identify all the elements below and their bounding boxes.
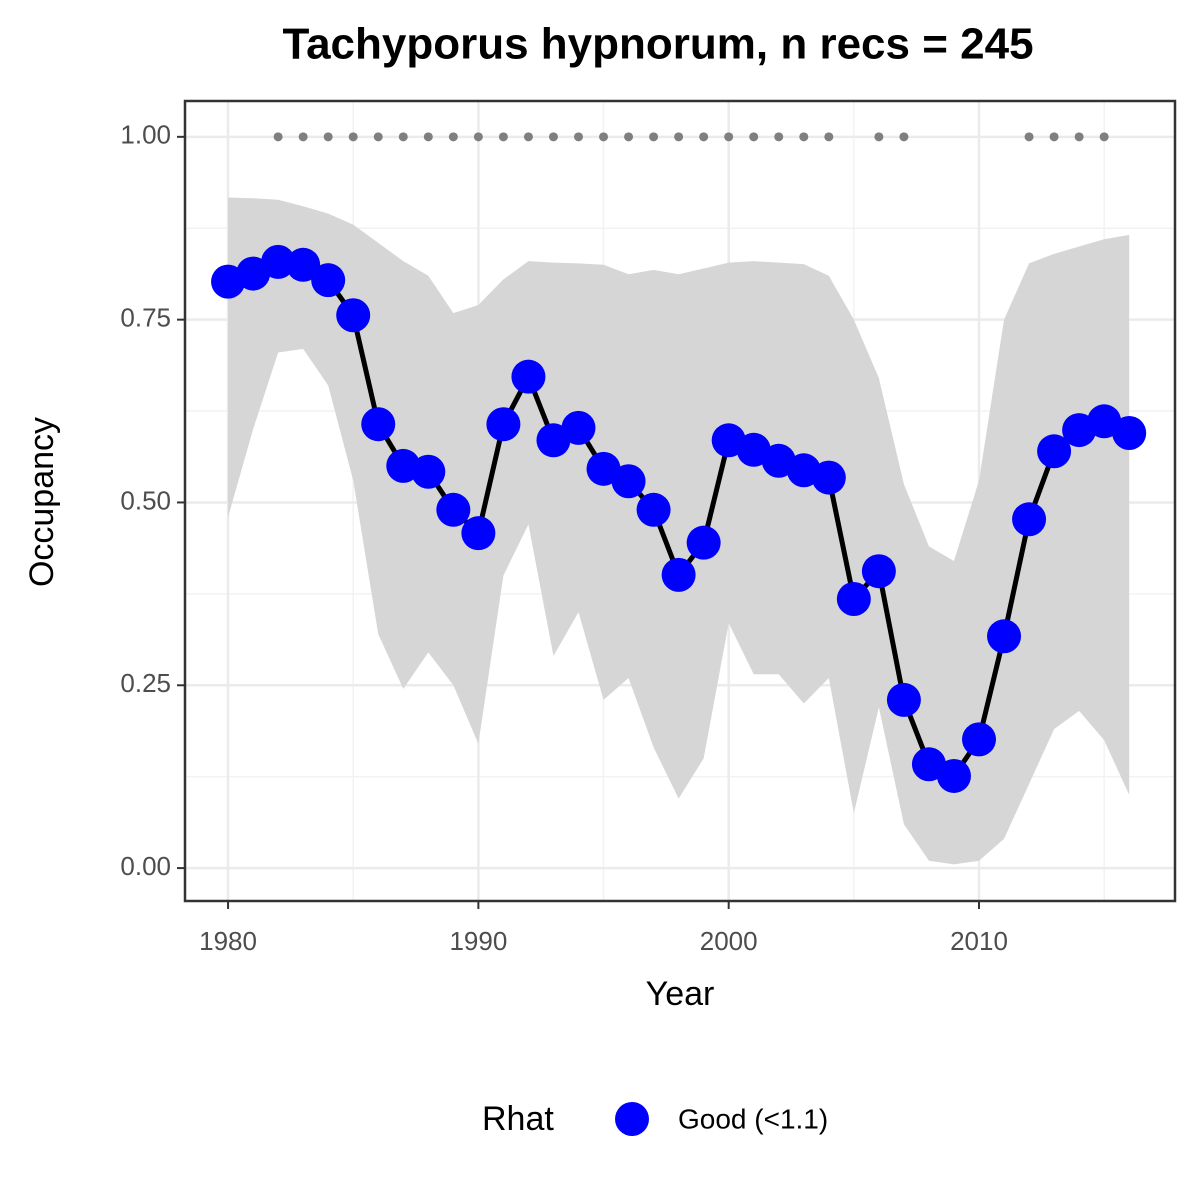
data-point [1112, 415, 1147, 450]
record-dot [1099, 132, 1109, 142]
y-tick-label: 0.75 [120, 303, 171, 333]
data-point [486, 407, 521, 442]
legend-label: Good (<1.1) [678, 1103, 828, 1134]
data-point [962, 722, 997, 757]
data-point [411, 454, 446, 489]
data-point [636, 492, 671, 527]
record-dot [473, 132, 483, 142]
record-dot [799, 132, 809, 142]
data-point [286, 247, 321, 282]
data-point [436, 492, 471, 527]
data-point [886, 682, 921, 717]
record-dot [599, 132, 609, 142]
x-tick-label: 2000 [700, 926, 758, 956]
panel-border [183, 99, 1177, 903]
data-point [987, 619, 1022, 654]
record-dot [1074, 132, 1084, 142]
record-dot [398, 132, 408, 142]
legend-marker [615, 1102, 649, 1136]
x-tick-label: 1990 [449, 926, 507, 956]
y-axis-title: Occupancy [23, 417, 61, 587]
data-point [336, 298, 371, 333]
data-point [811, 460, 846, 495]
data-point [611, 464, 646, 499]
y-tick-label: 0.00 [120, 851, 171, 881]
record-dot [298, 132, 308, 142]
record-dot [498, 132, 508, 142]
y-tick-label: 1.00 [120, 120, 171, 150]
record-dot [323, 132, 333, 142]
record-dot [548, 132, 558, 142]
record-dot [824, 132, 834, 142]
data-point [861, 554, 896, 589]
y-tick-label: 0.25 [120, 668, 171, 698]
data-point [361, 407, 396, 442]
data-point [311, 263, 346, 298]
chart-title: Tachyporus hypnorum, n recs = 245 [282, 20, 1033, 69]
data-point [936, 758, 971, 793]
data-point [1012, 502, 1047, 537]
record-dot [749, 132, 759, 142]
record-dot [724, 132, 734, 142]
record-dot [348, 132, 358, 142]
legend-title: Rhat [482, 1100, 554, 1138]
data-point [561, 410, 596, 445]
record-dot [1049, 132, 1059, 142]
record-dot [423, 132, 433, 142]
record-dot [674, 132, 684, 142]
record-dot [899, 132, 909, 142]
data-point [511, 359, 546, 394]
record-dot [523, 132, 533, 142]
x-tick-label: 1980 [199, 926, 257, 956]
x-tick-label: 2010 [950, 926, 1008, 956]
data-point [261, 244, 296, 279]
record-dot [699, 132, 709, 142]
x-axis-title: Year [646, 975, 715, 1013]
record-dot [273, 132, 283, 142]
data-point [836, 581, 871, 616]
record-dot [624, 132, 634, 142]
y-tick-label: 0.50 [120, 485, 171, 515]
record-dot [448, 132, 458, 142]
data-point [1037, 434, 1072, 469]
record-dot [373, 132, 383, 142]
confidence-band [228, 197, 1130, 865]
record-dot [774, 132, 784, 142]
data-point [686, 525, 721, 560]
data-point [461, 516, 496, 551]
data-point [661, 557, 696, 592]
record-dot [649, 132, 659, 142]
record-dot [1024, 132, 1034, 142]
record-dot [874, 132, 884, 142]
record-dot [573, 132, 583, 142]
